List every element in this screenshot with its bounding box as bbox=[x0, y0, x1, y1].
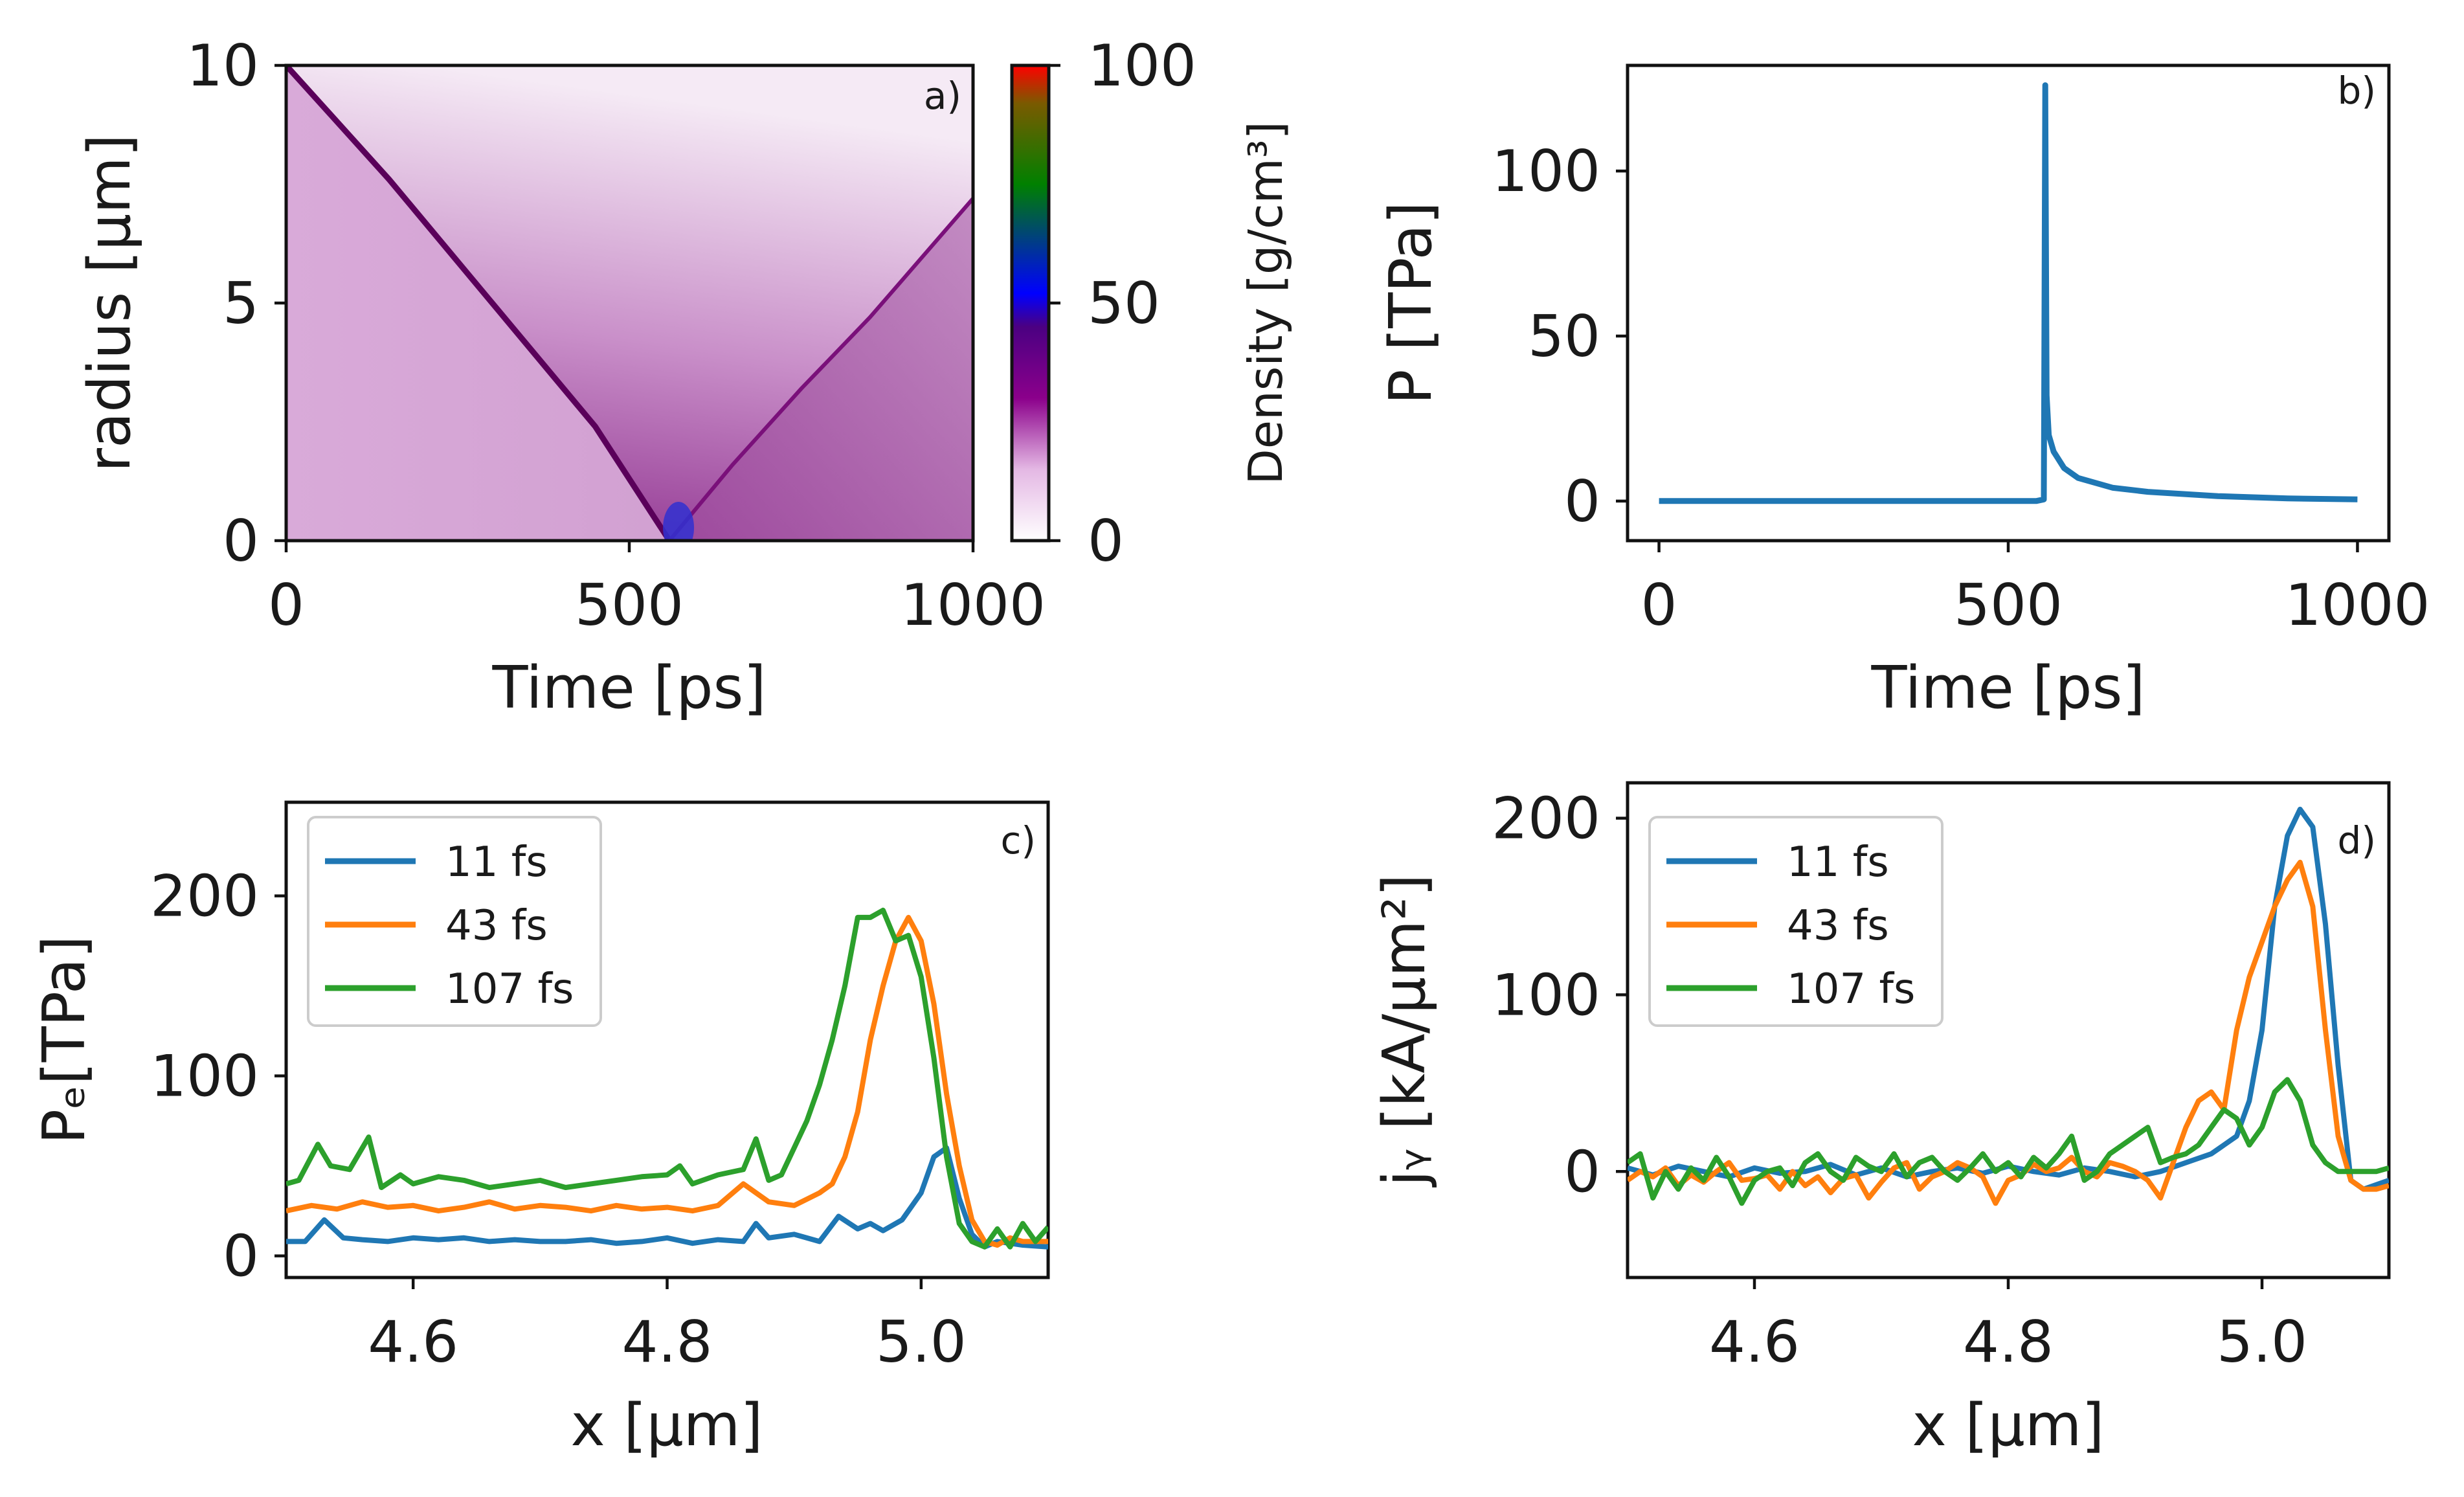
panel-c-label: c) bbox=[1000, 818, 1036, 862]
heatmap-upper-region bbox=[286, 65, 973, 541]
peak-density-spot bbox=[663, 502, 695, 541]
panel-a-ytick-label-2: 10 bbox=[186, 32, 259, 99]
colorbar-tick-label-0: 0 bbox=[1088, 508, 1124, 574]
density-heatmap bbox=[286, 65, 973, 541]
colorbar-label: Density [g/cm³] bbox=[1238, 121, 1293, 484]
panel-c-ytick-label-0: 0 bbox=[223, 1223, 259, 1290]
panel-b-frame bbox=[1626, 63, 2391, 543]
panel-b-xlabel: Time [ps] bbox=[1870, 654, 2145, 722]
panel-d-ytick-label-1: 100 bbox=[1492, 962, 1600, 1028]
panel-a-ylabel: radius [μm] bbox=[76, 134, 144, 472]
panel-a: a) 0 5 10 0 500 1000 Time [ps] radius [μ… bbox=[76, 32, 1293, 722]
panel-b-ytick-label-0: 0 bbox=[1564, 468, 1600, 535]
panel-d-legend: 11 fs 43 fs 107 fs bbox=[1648, 816, 1943, 1027]
panel-a-ytick-label-0: 0 bbox=[223, 508, 259, 574]
panel-b-xtick-label-1: 500 bbox=[1954, 572, 2063, 638]
panel-b-xtick-label-2: 1000 bbox=[2285, 572, 2430, 638]
panel-a-xlabel: Time [ps] bbox=[491, 654, 766, 722]
series-line-11fs bbox=[286, 1145, 1048, 1250]
series-line-107fs bbox=[1628, 1077, 2389, 1206]
panel-c-legend: 11 fs 43 fs 107 fs bbox=[307, 816, 602, 1027]
panel-d-ylabel: jᵧ [kA/μm²] bbox=[1371, 874, 1439, 1187]
panel-d-xlabel: x [μm] bbox=[1912, 1391, 2104, 1459]
panel-c-xtick-label-2: 5.0 bbox=[876, 1309, 967, 1375]
legend-label-11fs: 11 fs bbox=[1787, 839, 1889, 886]
panel-b-label: b) bbox=[2338, 69, 2376, 113]
series-line-43fs bbox=[286, 914, 1048, 1248]
panel-c-xlabel: x [μm] bbox=[570, 1391, 763, 1459]
panel-d-ytick-label-2: 200 bbox=[1492, 785, 1600, 852]
legend-label-107fs: 107 fs bbox=[445, 965, 574, 1013]
panel-b-xtick-label-0: 0 bbox=[1641, 572, 1677, 638]
panel-c-ytick-label-1: 100 bbox=[150, 1043, 259, 1110]
panel-c-xtick-label-1: 4.8 bbox=[622, 1309, 713, 1375]
panel-d-xtick-label-0: 4.6 bbox=[1709, 1309, 1800, 1375]
panel-b-ylabel: P [TPa] bbox=[1377, 201, 1445, 404]
outgoing-shock-line bbox=[667, 197, 973, 541]
panel-b-ytick-label-2: 100 bbox=[1492, 138, 1600, 205]
panel-d-ytick-label-0: 0 bbox=[1564, 1138, 1600, 1205]
colorbar-tick-label-1: 50 bbox=[1088, 270, 1160, 337]
ingoing-shock-line bbox=[286, 65, 672, 541]
panel-d-ticks: 4.6 4.8 5.0 0 100 200 bbox=[1492, 785, 2307, 1375]
panel-d: d) 11 fs 43 fs 107 fs 4.6 4.8 5.0 0 100 200 x… bbox=[1371, 781, 2391, 1459]
panel-d-label: d) bbox=[2338, 818, 2376, 862]
colorbar-tick-label-2: 100 bbox=[1088, 32, 1196, 99]
legend-label-11fs: 11 fs bbox=[445, 839, 548, 886]
panel-c: c) 11 fs 43 fs 107 fs 4.6 4.8 5.0 0 100 200 x… bbox=[30, 800, 1050, 1459]
panel-b-ticks: 0 500 1000 0 50 100 bbox=[1492, 138, 2430, 638]
panel-a-ytick-label-1: 5 bbox=[223, 270, 259, 337]
pressure-line bbox=[1659, 82, 2358, 504]
colorbar bbox=[1012, 65, 1049, 541]
panel-a-xtick-label-2: 1000 bbox=[901, 572, 1046, 638]
panel-c-xtick-label-0: 4.6 bbox=[368, 1309, 458, 1375]
panel-c-ylabel: Pₑ[TPa] bbox=[30, 936, 98, 1144]
legend-label-107fs: 107 fs bbox=[1787, 965, 1915, 1013]
panel-d-xtick-label-2: 5.0 bbox=[2217, 1309, 2307, 1375]
legend-box bbox=[307, 816, 602, 1027]
panel-d-xtick-label-1: 4.8 bbox=[1963, 1309, 2054, 1375]
series-line-107fs bbox=[286, 907, 1048, 1250]
legend-box bbox=[1648, 816, 1943, 1027]
legend-label-43fs: 43 fs bbox=[445, 902, 548, 950]
panel-a-xtick-label-0: 0 bbox=[268, 572, 304, 638]
panel-a-xtick-label-1: 500 bbox=[575, 572, 684, 638]
legend-label-43fs: 43 fs bbox=[1787, 902, 1889, 950]
panel-b: b) 0 500 1000 0 50 100 Time [ps] P [TPa] bbox=[1377, 63, 2430, 722]
panel-a-label: a) bbox=[924, 74, 961, 118]
panel-c-ticks: 4.6 4.8 5.0 0 100 200 bbox=[150, 863, 967, 1375]
panel-b-ytick-label-1: 50 bbox=[1528, 303, 1600, 370]
panel-c-ytick-label-2: 200 bbox=[150, 863, 259, 930]
